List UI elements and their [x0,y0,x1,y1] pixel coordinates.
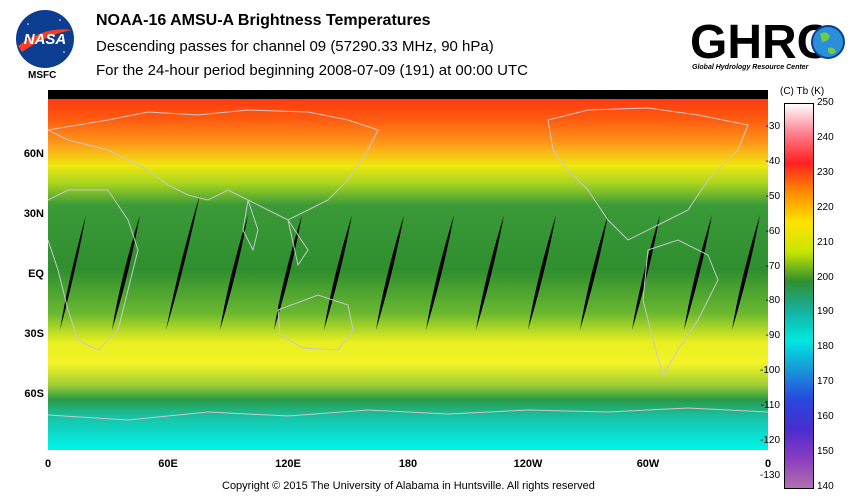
msfc-label: MSFC [28,70,57,81]
coastline-south-asia [242,199,309,267]
swath-gap [274,215,302,330]
colorbar-kelvin-tick: 240 [817,131,834,143]
swath-gap [60,215,86,330]
colorbar-kelvin-tick: 220 [817,201,834,213]
page-title: NOAA-16 AMSU-A Brightness Temperatures [96,12,431,29]
swath-gap [732,215,760,330]
ghrc-logo: GHRC [690,16,845,69]
swath-gap [324,215,352,330]
swath-gap [580,215,608,330]
nasa-logo: NASA [16,10,74,68]
colorbar-kelvin-tick: 190 [817,306,834,318]
colorbar-celsius-tick: -60 [765,225,780,237]
colorbar-celsius-tick: -130 [759,470,780,481]
swath-gap [426,215,454,330]
colorbar-celsius-tick: -100 [759,365,780,377]
lon-label: 60E [158,458,178,470]
lon-label: 0 [44,458,52,470]
swath-gaps [60,194,760,330]
colorbar-celsius-tick: -40 [765,155,780,167]
colorbar-celsius-tick: -80 [765,295,780,307]
colorbar-kelvin-tick: 200 [817,271,834,283]
lat-label: EQ [28,268,44,280]
swath-gap [112,215,140,330]
colorbar-celsius-tick: -50 [765,190,780,202]
coastline-south-america [642,239,719,377]
colorbar-kelvin-tick: 160 [817,411,834,423]
nasa-logo-text: NASA [24,31,67,48]
colorbar-celsius-tick: -30 [765,120,780,132]
coastline-antarctica [48,407,768,421]
coastline-africa [48,189,139,351]
copyright-notice: Copyright © 2015 The University of Alaba… [222,480,595,492]
colorbar-kelvin-tick: 210 [817,236,834,248]
colorbar-kelvin-tick: 170 [817,376,834,388]
colorbar-celsius-tick: -90 [765,330,780,342]
brightness-temperature-map [48,90,768,450]
lat-label: 30S [24,328,44,340]
coastline-australia [277,294,354,351]
lon-label: 120W [513,458,543,470]
swath-gap [166,194,200,330]
colorbar-celsius-tick: -110 [760,400,780,412]
lat-label: 60N [23,148,44,160]
ghrc-subtitle: Global Hydrology Resource Center [692,64,809,71]
lat-label: 60S [24,388,44,400]
period-label: For the 24-hour period beginning 2008-07… [96,62,528,79]
coastline-europe-asia [48,109,379,221]
map-background [48,90,768,450]
colorbar [784,103,814,489]
colorbar-celsius-tick: -70 [765,260,780,272]
coastlines [48,107,768,421]
colorbar-kelvin-tick: 180 [817,341,834,353]
lon-label: 120E [275,458,301,470]
ghrc-logo-text: GHRC [690,16,831,69]
colorbar-kelvin-tick: 230 [817,166,834,178]
colorbar-kelvin-tick: 140 [817,481,834,492]
colorbar-kelvin-tick: 150 [817,446,834,458]
swath-gap [528,215,556,330]
colorbar-celsius-tick: -120 [759,435,780,447]
lat-label: 30N [23,208,44,220]
colorbar-kelvin-tick: 250 [817,97,834,108]
lon-label: 0 [764,458,772,470]
swath-gap [476,215,504,330]
colorbar-header: (C) Tb (K) [780,86,825,97]
top-no-data-band [48,90,768,99]
swath-gap [376,215,404,330]
lon-label: 60W [636,458,660,470]
coastline-north-america [547,107,749,241]
page-subtitle: Descending passes for channel 09 (57290.… [96,38,494,55]
lon-label: 180 [398,458,418,470]
swath-gap [684,215,712,330]
swath-gap [220,215,248,330]
